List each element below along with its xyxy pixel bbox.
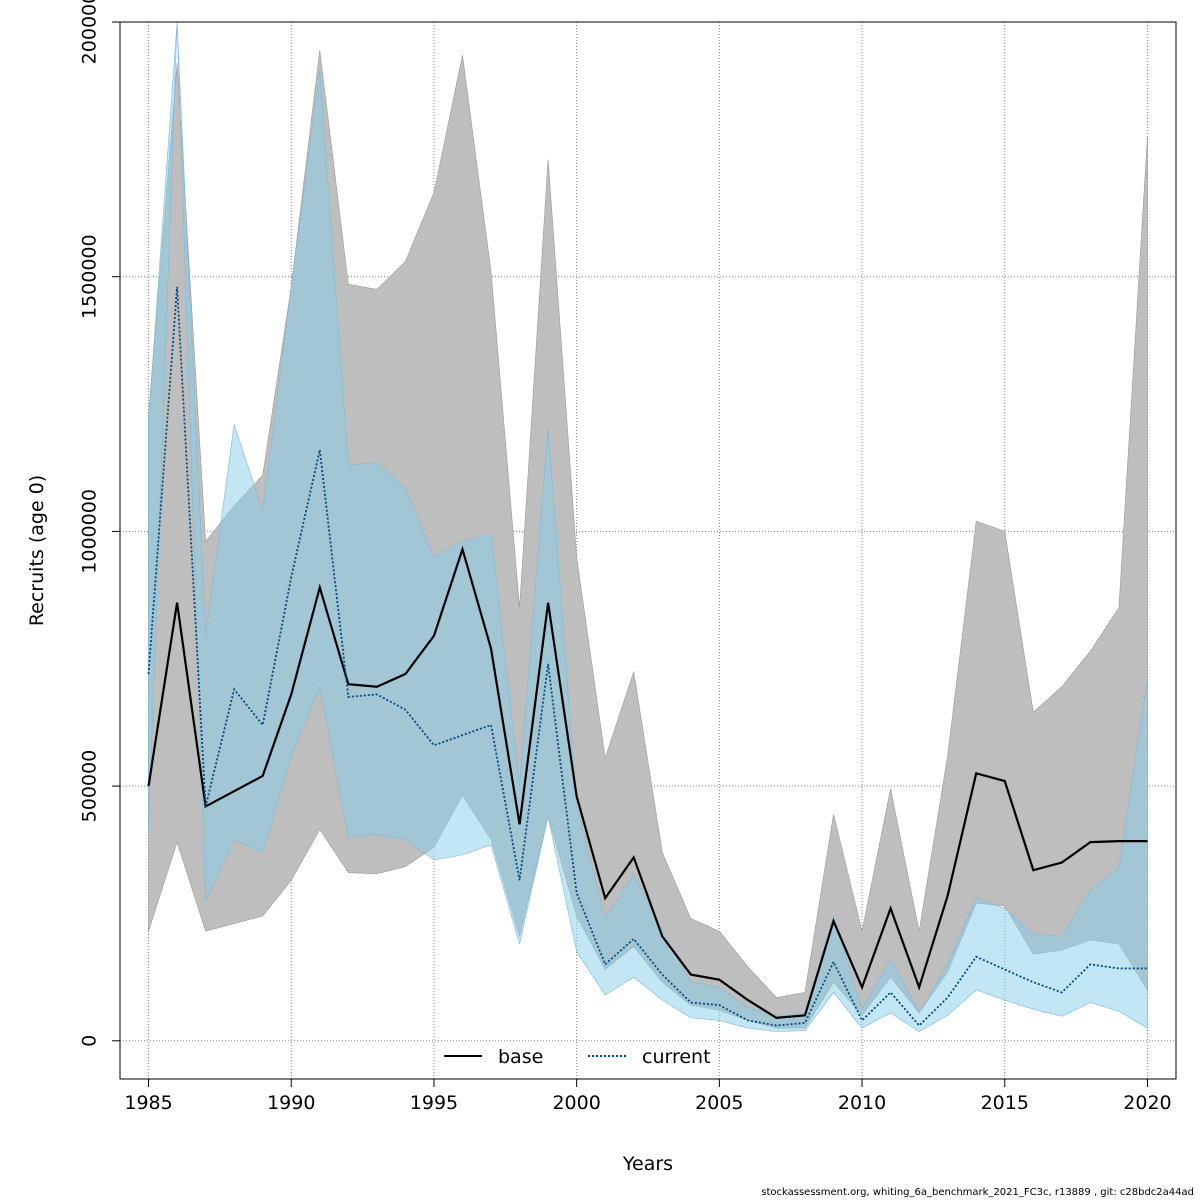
legend: base current bbox=[444, 1046, 711, 1068]
x-tick-label: 2000 bbox=[552, 1092, 600, 1114]
legend-label-current: current bbox=[642, 1046, 711, 1068]
y-tick-label: 0 bbox=[79, 1035, 101, 1047]
y-tick-label: 1000000 bbox=[79, 489, 101, 574]
x-tick-label: 2015 bbox=[981, 1092, 1029, 1114]
x-tick-label: 2020 bbox=[1123, 1092, 1171, 1114]
footer-credit: stockassessment.org, whiting_6a_benchmar… bbox=[761, 1187, 1194, 1198]
y-tick-label: 2000000 bbox=[79, 0, 101, 64]
x-axis-title: Years bbox=[622, 1153, 673, 1175]
band-current bbox=[148, 21, 1148, 1032]
x-axis: 1985 1990 1995 2000 2005 2010 2015 2020 bbox=[124, 1078, 1172, 1114]
x-tick-label: 2005 bbox=[695, 1092, 743, 1114]
x-tick-label: 2010 bbox=[838, 1092, 886, 1114]
y-tick-label: 1500000 bbox=[79, 234, 101, 319]
x-tick-label: 1995 bbox=[410, 1092, 458, 1114]
x-tick-label: 1990 bbox=[267, 1092, 315, 1114]
series-lines bbox=[147, 286, 1148, 1027]
x-tick-label: 1985 bbox=[124, 1092, 172, 1114]
legend-label-base: base bbox=[498, 1046, 543, 1068]
confidence-bands bbox=[148, 21, 1148, 1032]
y-axis: 0 500000 1000000 1500000 2000000 bbox=[79, 0, 121, 1047]
series-line-base bbox=[147, 545, 1148, 1020]
y-tick-label: 500000 bbox=[79, 750, 101, 823]
y-axis-title: Recruits (age 0) bbox=[26, 475, 48, 626]
series-line-current bbox=[147, 286, 1148, 1027]
